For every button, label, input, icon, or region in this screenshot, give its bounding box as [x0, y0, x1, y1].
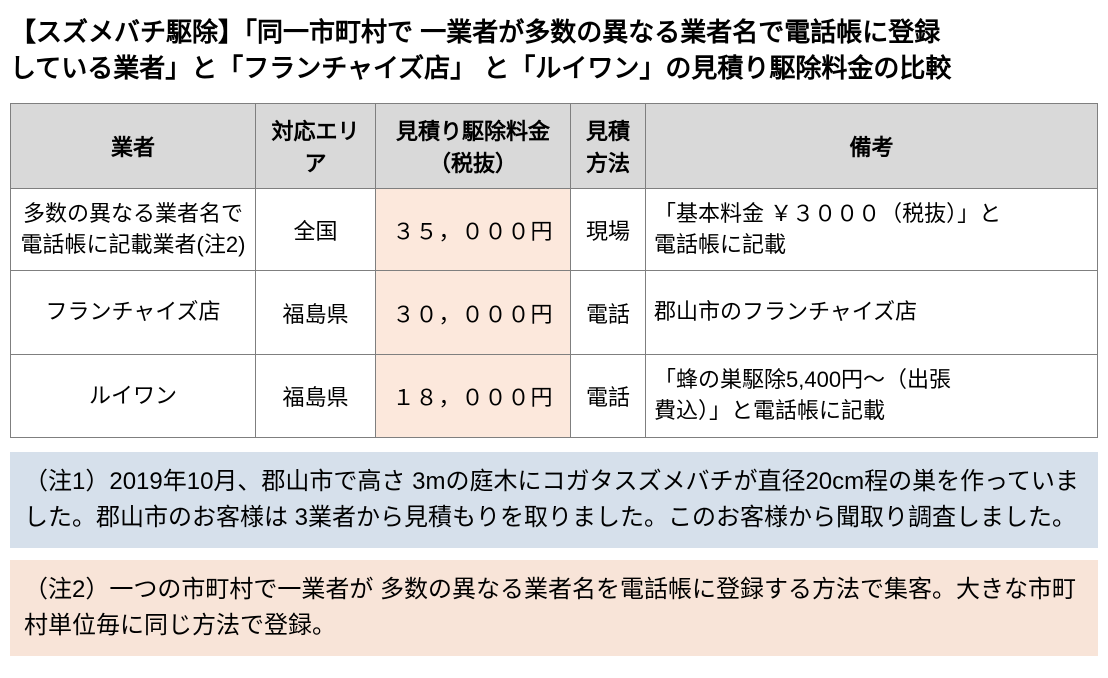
cell-vendor: 多数の異なる業者名で 電話帳に記載業者(注2)	[11, 188, 256, 271]
note-line1: 「基本料金 ￥３０００（税抜）」と	[654, 201, 1001, 226]
vendor-line2: 電話帳に記載業者(注2)	[21, 232, 246, 257]
document-title: 【スズメバチ駆除】「同一市町村で 一業者が多数の異なる業者名で電話帳に登録 して…	[10, 10, 1098, 91]
cell-price: １８，０００円	[376, 355, 571, 438]
header-note: 備考	[646, 103, 1098, 188]
note-line2: 電話帳に記載	[654, 232, 786, 257]
cell-vendor: ルイワン	[11, 355, 256, 438]
table-row: ルイワン 福島県 １８，０００円 電話 「蜂の巣駆除5,400円～（出張 費込）…	[11, 355, 1098, 438]
header-area: 対応エリア	[256, 103, 376, 188]
title-line-2: している業者」と「フランチャイズ店」 と「ルイワン」の見積り駆除料金の比較	[10, 53, 951, 83]
header-vendor: 業者	[11, 103, 256, 188]
vendor-line1: フランチャイズ店	[45, 299, 220, 324]
header-method-line1: 見積	[586, 119, 630, 144]
cell-price: ３５，０００円	[376, 188, 571, 271]
header-price: 見積り駆除料金 （税抜）	[376, 103, 571, 188]
table-row: 多数の異なる業者名で 電話帳に記載業者(注2) 全国 ３５，０００円 現場 「基…	[11, 188, 1098, 271]
header-price-line2: （税抜）	[429, 151, 517, 176]
cell-area: 全国	[256, 188, 376, 271]
note-line1: 「蜂の巣駆除5,400円～（出張	[654, 367, 951, 392]
title-line-1: 【スズメバチ駆除】「同一市町村で 一業者が多数の異なる業者名で電話帳に登録	[10, 17, 940, 47]
footnote-2: （注2）一つの市町村で一業者が 多数の異なる業者名を電話帳に登録する方法で集客。…	[10, 560, 1098, 656]
header-method: 見積 方法	[571, 103, 646, 188]
header-price-line1: 見積り駆除料金	[396, 119, 550, 144]
footnote-1: （注1）2019年10月、郡山市で高さ 3mの庭木にコガタスズメバチが直径20c…	[10, 452, 1098, 548]
cell-area: 福島県	[256, 355, 376, 438]
cell-price: ３０，０００円	[376, 271, 571, 355]
header-method-line2: 方法	[586, 151, 630, 176]
cell-method: 現場	[571, 188, 646, 271]
cell-note: 「基本料金 ￥３０００（税抜）」と 電話帳に記載	[646, 188, 1098, 271]
comparison-table: 業者 対応エリア 見積り駆除料金 （税抜） 見積 方法 備考 多数の異なる業者名…	[10, 103, 1098, 438]
cell-note: 「蜂の巣駆除5,400円～（出張 費込）」と電話帳に記載	[646, 355, 1098, 438]
cell-method: 電話	[571, 355, 646, 438]
cell-area: 福島県	[256, 271, 376, 355]
vendor-line1: ルイワン	[89, 383, 177, 408]
note-line1: 郡山市のフランチャイズ店	[654, 299, 917, 324]
cell-method: 電話	[571, 271, 646, 355]
table-row: フランチャイズ店 福島県 ３０，０００円 電話 郡山市のフランチャイズ店	[11, 271, 1098, 355]
vendor-line1: 多数の異なる業者名で	[23, 201, 243, 226]
cell-vendor: フランチャイズ店	[11, 271, 256, 355]
cell-note: 郡山市のフランチャイズ店	[646, 271, 1098, 355]
document-container: 【スズメバチ駆除】「同一市町村で 一業者が多数の異なる業者名で電話帳に登録 して…	[10, 10, 1098, 656]
table-header-row: 業者 対応エリア 見積り駆除料金 （税抜） 見積 方法 備考	[11, 103, 1098, 188]
note-line2: 費込）」と電話帳に記載	[654, 398, 885, 423]
